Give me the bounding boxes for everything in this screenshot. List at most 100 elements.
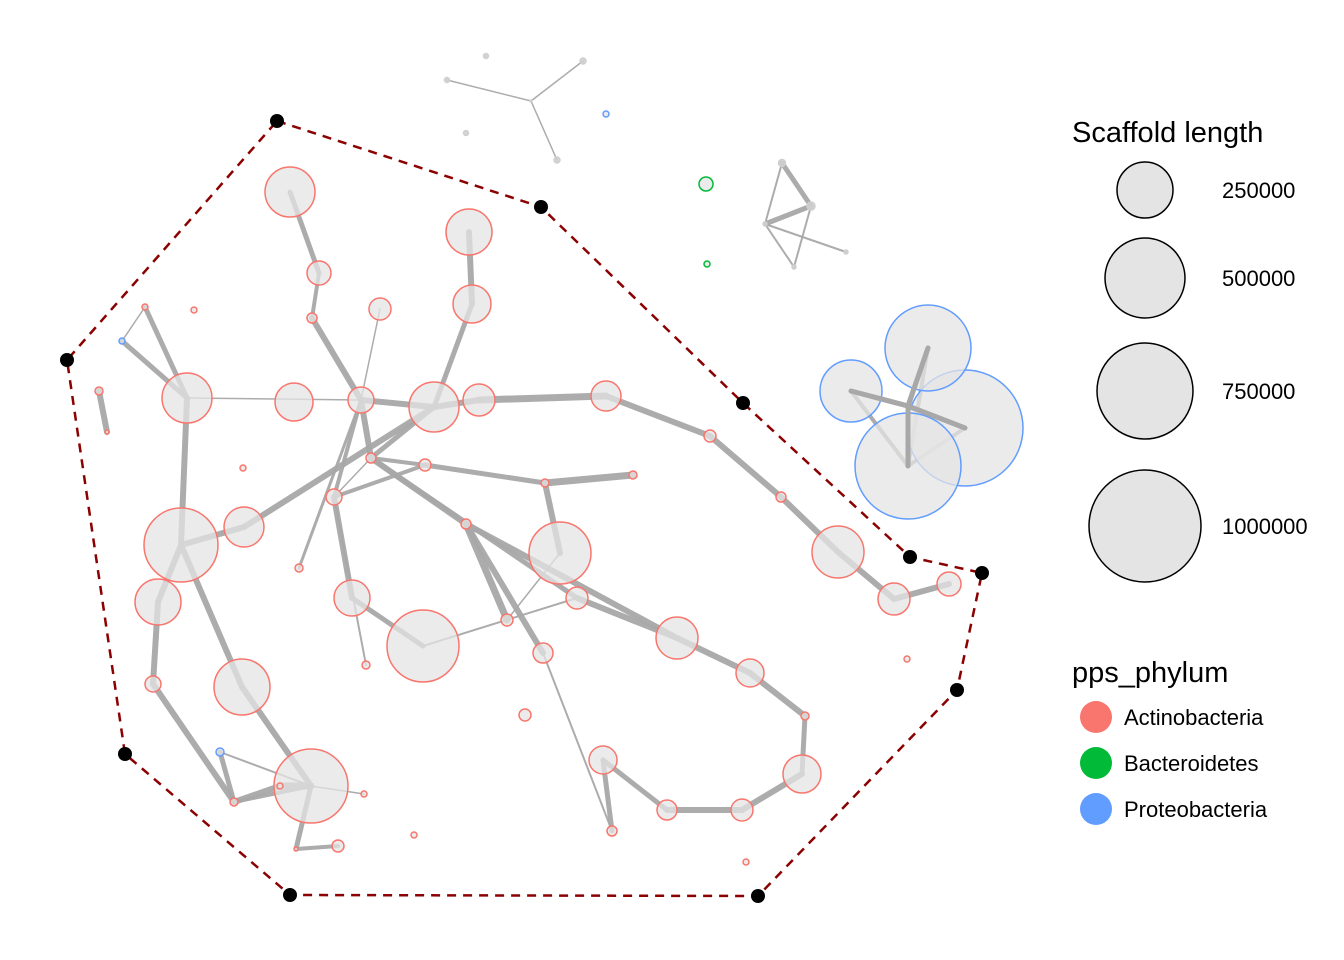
edge-n9-n7 — [121, 306, 146, 342]
node-n29 — [528, 521, 592, 585]
node-n41 — [361, 660, 371, 670]
node-g6 — [553, 156, 561, 164]
node-n11 — [104, 429, 110, 435]
edge-n56-n40 — [542, 652, 613, 832]
node-n26 — [143, 507, 219, 583]
node-n53 — [360, 790, 368, 798]
edge-n20-n21 — [369, 456, 427, 467]
node-n58 — [293, 846, 299, 852]
edge-n48-n52 — [217, 749, 237, 805]
node-n7 — [141, 303, 149, 311]
node-g2 — [579, 57, 587, 65]
edge-g9-g7 — [764, 162, 783, 225]
node-n35 — [565, 586, 589, 610]
node-n36 — [500, 613, 514, 627]
node-n10 — [94, 386, 104, 396]
node-n15 — [408, 381, 460, 433]
hull-vertex-4 — [975, 566, 989, 580]
node-n12 — [161, 372, 213, 424]
node-n48 — [215, 747, 225, 757]
node-n49 — [588, 745, 618, 775]
node-g4 — [529, 99, 533, 103]
node-n3 — [306, 260, 332, 286]
node-n25 — [775, 491, 787, 503]
hull-vertex-5 — [950, 683, 964, 697]
edge-proteo-top-1 — [848, 388, 911, 409]
node-n57 — [410, 831, 418, 839]
hull-vertex-1 — [534, 200, 548, 214]
node-n32 — [134, 578, 182, 626]
edge-n16-n17 — [475, 392, 610, 404]
size-label-250000: 250000 — [1222, 178, 1295, 203]
node-n27 — [223, 506, 265, 548]
size-label-500000: 500000 — [1222, 266, 1295, 291]
edge-n5-n14 — [360, 308, 381, 401]
node-n43 — [213, 658, 271, 716]
color-label-actinobacteria: Actinobacteria — [1124, 705, 1264, 730]
hull-vertex-2 — [736, 396, 750, 410]
hull-layer — [60, 114, 989, 903]
edge-g11-g8 — [793, 205, 812, 268]
node-n5 — [368, 297, 392, 321]
edge-g9-g10 — [764, 223, 847, 253]
edge-n22-n20 — [333, 457, 372, 498]
node-n4 — [306, 312, 318, 324]
node-n50 — [782, 754, 822, 794]
node-g9 — [762, 221, 768, 227]
node-b1 — [698, 176, 714, 192]
node-n59 — [331, 839, 345, 853]
node-n17 — [590, 380, 622, 412]
edge-n14-n31 — [297, 398, 363, 570]
node-g10 — [843, 249, 849, 255]
hull-vertex-7 — [283, 888, 297, 902]
legend-color: pps_phylum Actinobacteria Bacteroidetes … — [1072, 657, 1268, 825]
edge-g9-g11 — [764, 223, 795, 268]
edge-n17-n18 — [603, 393, 713, 439]
node-n31 — [294, 563, 304, 573]
node-n19 — [239, 464, 247, 472]
node-n20 — [365, 452, 377, 464]
node-n14 — [347, 386, 375, 414]
node-n52 — [229, 797, 239, 807]
node-n30 — [811, 525, 865, 579]
node-g8 — [806, 201, 816, 211]
node-n24 — [628, 470, 638, 480]
node-n56 — [606, 825, 618, 837]
node-g3 — [443, 76, 451, 84]
edge-n28-n40 — [463, 521, 546, 656]
node-n42 — [144, 675, 162, 693]
node-n18 — [703, 429, 717, 443]
node-n51 — [273, 748, 349, 824]
edge-n42-n52 — [150, 681, 237, 805]
node-n28 — [460, 518, 472, 530]
color-key-bacteroidetes — [1080, 747, 1112, 779]
node-n9 — [118, 337, 126, 345]
node-n45 — [903, 655, 911, 663]
size-key-250000 — [1116, 161, 1174, 219]
node-n13 — [274, 382, 314, 422]
edge-n10-n11 — [96, 388, 110, 435]
node-n34 — [386, 609, 460, 683]
edge-g4-g2 — [530, 60, 584, 102]
edge-g3-g4 — [446, 79, 532, 102]
hull-vertex-8 — [118, 747, 132, 761]
edge-n4-n14 — [309, 315, 364, 403]
node-n8 — [190, 306, 198, 314]
size-label-1000000: 1000000 — [1222, 514, 1308, 539]
edge-n23-n24 — [541, 471, 637, 487]
node-n55 — [730, 798, 754, 822]
node-n6 — [452, 284, 492, 324]
color-legend-title: pps_phylum — [1072, 657, 1228, 689]
node-n21 — [418, 458, 432, 472]
node-n23 — [540, 478, 550, 488]
node-n54 — [656, 799, 678, 821]
node-pb1 — [602, 110, 610, 118]
edge-n18-n25 — [707, 433, 784, 500]
edge-n21-n22 — [332, 463, 427, 499]
node-n2 — [445, 208, 493, 256]
node-g1 — [482, 52, 490, 60]
node-g5 — [462, 129, 470, 137]
node-n46 — [518, 708, 532, 722]
node-n44 — [735, 658, 765, 688]
